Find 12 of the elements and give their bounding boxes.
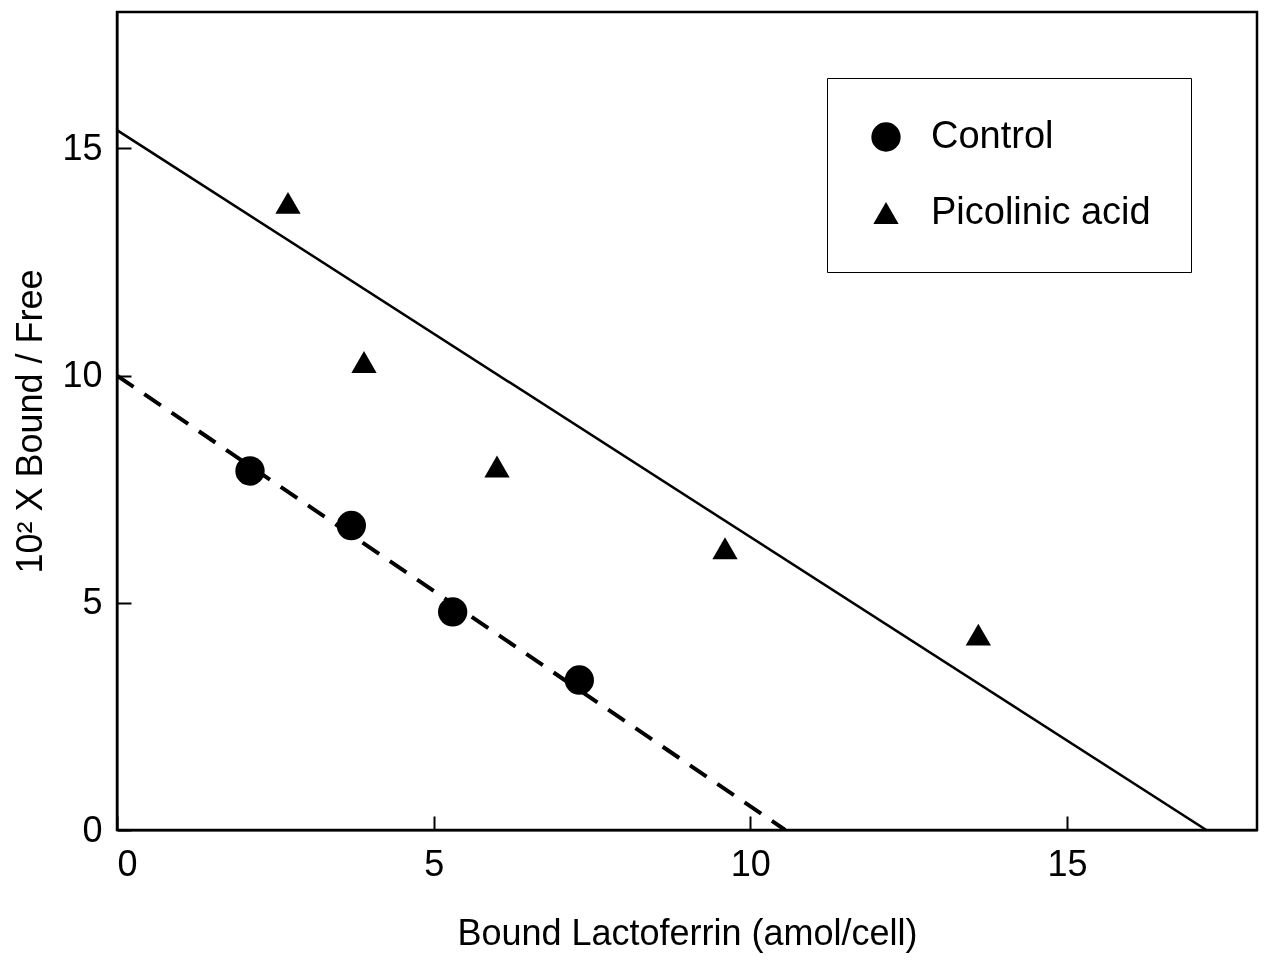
x-tick-label: 15 xyxy=(1047,842,1088,884)
y-tick-label: 5 xyxy=(82,581,103,623)
x-tick-label: 5 xyxy=(424,842,445,884)
legend-label: Picolinic acid xyxy=(931,190,1151,232)
legend-label: Control xyxy=(931,114,1054,156)
y-tick-label: 15 xyxy=(62,126,103,168)
y-tick-label: 0 xyxy=(82,808,103,850)
x-tick-label: 10 xyxy=(730,842,771,884)
y-axis-title: 10² X Bound / Free xyxy=(9,269,51,574)
y-tick-label: 10 xyxy=(62,354,103,396)
x-tick-label: 0 xyxy=(117,842,138,884)
x-axis-title: Bound Lactoferrin (amol/cell) xyxy=(457,911,918,953)
